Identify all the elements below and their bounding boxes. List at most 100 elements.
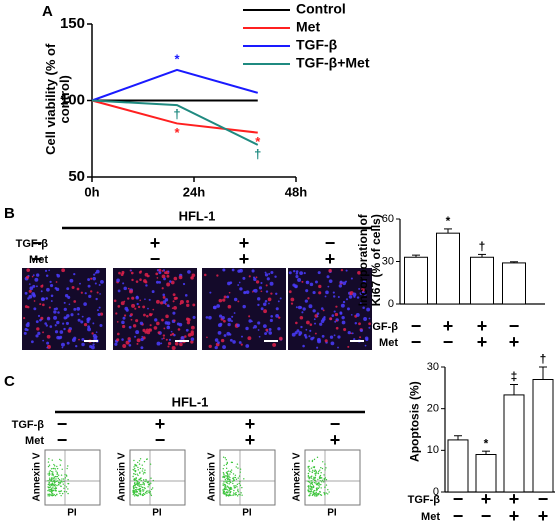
event-dot [311, 483, 314, 486]
event-dot [223, 491, 225, 494]
cell-nucleus [175, 296, 178, 300]
cell-nucleus [144, 330, 148, 334]
event-dot [134, 467, 136, 470]
treatment-name: TGF-β [12, 419, 45, 431]
cell-nucleus [323, 315, 326, 319]
cell-nucleus [35, 334, 39, 338]
event-dot [134, 488, 137, 491]
cell-nucleus [167, 345, 170, 348]
cell-nucleus [232, 340, 236, 344]
cell-nucleus [275, 307, 279, 311]
cell-nucleus [75, 344, 78, 348]
event-dot [224, 486, 226, 488]
cell-nucleus [162, 295, 166, 299]
treatment-sign: − [32, 249, 43, 269]
event-dot [237, 488, 239, 490]
event-dot [59, 464, 62, 466]
cell-nucleus [156, 341, 161, 346]
event-dot [56, 473, 58, 475]
cell-nucleus [237, 284, 240, 286]
cell-nucleus [143, 279, 147, 283]
event-dot [55, 470, 57, 472]
cell-nucleus [327, 285, 330, 288]
event-dot [233, 476, 235, 479]
event-dot [143, 489, 145, 491]
cell-nucleus [320, 319, 325, 324]
event-dot [314, 474, 317, 477]
bar [475, 454, 497, 493]
event-dot [236, 483, 239, 486]
cell-nucleus [59, 330, 64, 334]
cell-nucleus [277, 327, 281, 331]
cell-nucleus [161, 269, 164, 272]
event-dot [47, 461, 50, 463]
event-dot [321, 479, 324, 482]
event-dot [312, 466, 315, 468]
event-dot [47, 495, 49, 497]
event-dot [63, 487, 65, 489]
bar [532, 379, 554, 493]
cell-nucleus [305, 328, 308, 331]
cell-nucleus [129, 289, 133, 294]
event-dot [48, 490, 51, 492]
legend-label: Met [296, 19, 320, 35]
event-dot [48, 493, 51, 495]
event-dot [232, 482, 234, 485]
cell-nucleus [258, 335, 261, 338]
event-dot [48, 458, 50, 460]
event-dot [151, 487, 154, 489]
cell-nucleus [236, 323, 240, 328]
cell-nucleus [76, 307, 81, 311]
cell-nucleus [28, 294, 33, 299]
event-dot [310, 492, 312, 494]
cell-nucleus [206, 336, 208, 339]
cell-nucleus [275, 313, 279, 318]
flow-x-label: PI [327, 508, 337, 519]
legend-label: Control [296, 1, 346, 17]
y-tick-label: 30 [427, 361, 439, 373]
cell-nucleus [227, 281, 231, 286]
cell-nucleus [50, 300, 53, 303]
cell-nucleus [139, 321, 144, 325]
event-dot [318, 482, 320, 485]
event-dot [230, 490, 232, 493]
event-dot [150, 494, 153, 497]
cell-nucleus [217, 331, 222, 335]
event-dot [235, 491, 237, 494]
cell-nucleus [263, 302, 267, 307]
event-dot [225, 463, 228, 466]
cell-nucleus [37, 331, 41, 335]
event-dot [233, 489, 235, 492]
cell-nucleus [368, 317, 371, 320]
cell-nucleus [26, 305, 30, 309]
cell-nucleus [257, 321, 261, 325]
event-dot [138, 492, 140, 495]
treatment-sign: + [443, 316, 454, 336]
event-dot [225, 458, 227, 461]
cell-nucleus [40, 297, 45, 302]
cell-nucleus [162, 337, 165, 340]
cell-nucleus [329, 335, 334, 339]
event-dot [313, 481, 316, 484]
cell-nucleus [33, 300, 36, 302]
event-dot [315, 493, 318, 495]
x-tick-label: 48h [285, 184, 307, 199]
cell-nucleus [264, 299, 268, 303]
cell-nucleus [362, 306, 365, 310]
cell-nucleus [170, 280, 175, 285]
cell-nucleus [156, 321, 160, 326]
event-dot [59, 480, 62, 482]
event-dot [135, 491, 137, 493]
event-dot [54, 481, 56, 483]
cell-nucleus [357, 270, 361, 275]
cell-nucleus [147, 307, 149, 310]
cell-nucleus [122, 324, 126, 329]
cell-nucleus [342, 300, 346, 304]
cell-nucleus [260, 307, 264, 311]
treatment-name: Met [29, 254, 48, 266]
event-dot [53, 477, 55, 480]
event-dot [226, 480, 228, 482]
treatment-sign: − [330, 414, 341, 434]
cell-nucleus [345, 298, 349, 301]
